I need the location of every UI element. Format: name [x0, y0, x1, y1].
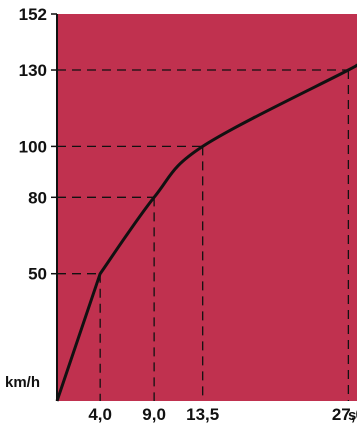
x-tick-label: 9,0	[142, 405, 166, 424]
x-tick-label: 13,5	[186, 405, 219, 424]
y-tick-label: 80	[28, 188, 47, 207]
y-axis-label: km/h	[5, 374, 40, 391]
plot-area	[57, 14, 357, 401]
x-tick-label: 27,0	[332, 405, 357, 424]
x-tick-label: 4,0	[88, 405, 112, 424]
y-axis-ticks: 50 80 100 130 152	[19, 5, 57, 284]
x-axis-ticks: 4,0 9,0 13,5 27,0	[88, 405, 357, 424]
speed-curve	[55, 63, 357, 402]
y-tick-label: 130	[19, 61, 47, 80]
y-tick-label: 100	[19, 137, 47, 156]
x-axis-label: s	[348, 407, 356, 424]
reference-lines	[57, 69, 350, 401]
y-tick-label: 50	[28, 265, 47, 284]
y-tick-label: 152	[19, 5, 47, 24]
